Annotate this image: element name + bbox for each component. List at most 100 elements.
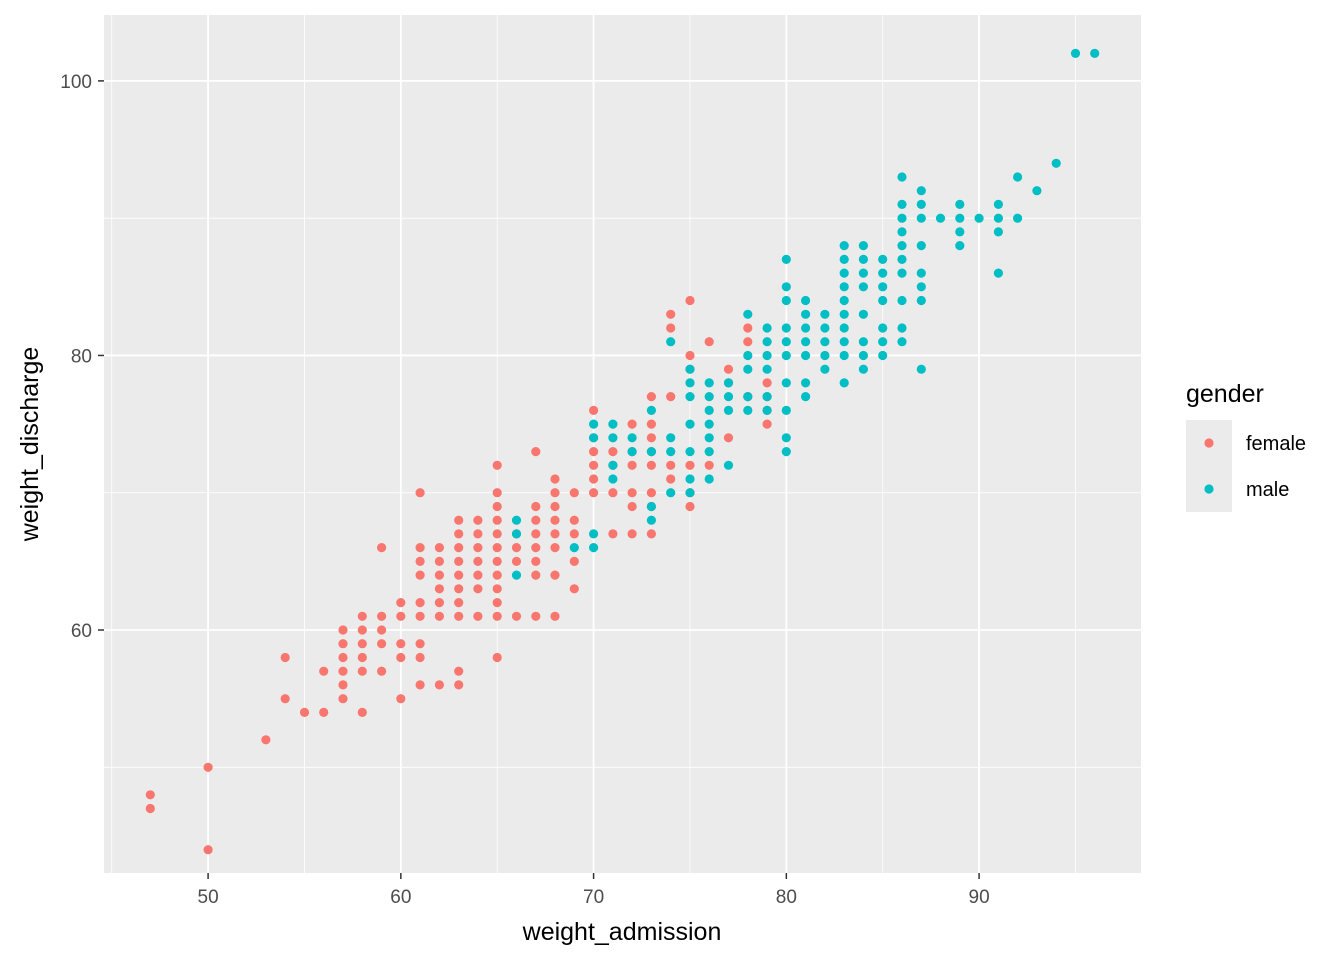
point-male <box>723 405 734 415</box>
point-female <box>473 570 483 580</box>
point-male <box>685 474 695 484</box>
point-female <box>569 584 579 594</box>
point-female <box>415 556 425 567</box>
point-male <box>955 199 965 209</box>
point-female <box>531 570 541 580</box>
point-male <box>897 227 907 237</box>
point-female <box>531 501 541 512</box>
point-male <box>743 364 753 374</box>
point-female <box>589 474 599 484</box>
point-female <box>473 611 483 621</box>
x-axis-ticks: 50 60 70 80 90 <box>198 873 990 908</box>
point-male <box>878 337 888 347</box>
point-male <box>878 323 888 333</box>
point-female <box>531 556 541 567</box>
x-tick-label: 80 <box>776 887 797 908</box>
point-female <box>377 639 387 649</box>
point-male <box>916 199 926 209</box>
point-male <box>743 392 753 402</box>
point-female <box>550 501 560 512</box>
point-female <box>569 529 579 539</box>
point-female <box>415 488 425 498</box>
point-male <box>878 350 888 361</box>
legend-key-point-male <box>1204 484 1214 494</box>
point-female <box>531 447 541 457</box>
point-female <box>203 762 213 772</box>
grid-minor <box>104 15 1141 873</box>
point-male <box>627 433 637 443</box>
point-female <box>492 543 502 553</box>
point-female <box>473 543 483 553</box>
y-axis-title: weight_discharge <box>16 347 44 543</box>
point-female <box>415 652 425 663</box>
point-male <box>723 378 734 388</box>
legend-item-male: male <box>1186 466 1289 512</box>
point-male <box>839 323 849 333</box>
point-female <box>531 515 541 525</box>
point-female <box>357 652 367 663</box>
point-male <box>916 282 926 292</box>
point-male <box>878 268 888 278</box>
point-female <box>627 460 637 470</box>
point-female <box>666 392 676 402</box>
point-female <box>415 570 425 580</box>
point-female <box>627 488 637 498</box>
point-female <box>569 488 579 498</box>
point-male <box>820 309 830 319</box>
point-female <box>473 556 483 567</box>
point-female <box>492 570 502 580</box>
point-female <box>492 501 502 512</box>
point-female <box>511 543 522 553</box>
point-female <box>685 295 695 306</box>
point-male <box>916 268 926 278</box>
point-female <box>531 543 541 553</box>
point-female <box>434 543 444 553</box>
x-tick-label: 90 <box>969 887 990 908</box>
point-female <box>589 447 599 457</box>
point-male <box>589 543 599 553</box>
point-male <box>916 241 926 251</box>
point-male <box>704 433 714 443</box>
point-male <box>608 433 618 443</box>
point-male <box>666 433 676 443</box>
point-female <box>646 488 657 498</box>
point-male <box>589 529 599 539</box>
point-female <box>685 350 695 361</box>
point-male <box>858 337 869 347</box>
point-female <box>492 611 502 621</box>
point-male <box>685 364 695 374</box>
point-male <box>897 295 907 306</box>
point-male <box>762 405 772 415</box>
point-male <box>878 254 888 264</box>
point-female <box>646 433 657 443</box>
point-male <box>916 213 926 223</box>
point-male <box>704 405 714 415</box>
point-male <box>801 295 811 306</box>
point-female <box>646 529 657 539</box>
y-tick-label: 80 <box>71 346 92 367</box>
point-female <box>704 460 714 470</box>
point-female <box>531 529 541 539</box>
point-female <box>377 666 387 676</box>
point-male <box>1090 48 1100 59</box>
point-male <box>685 378 695 388</box>
point-female <box>666 460 676 470</box>
legend-item-female: female <box>1186 420 1306 466</box>
point-male <box>723 392 734 402</box>
point-female <box>473 515 483 525</box>
point-male <box>935 213 946 223</box>
point-female <box>338 694 348 704</box>
point-male <box>781 323 791 333</box>
point-female <box>357 666 367 676</box>
point-female <box>531 611 541 621</box>
legend-key-point-female <box>1204 438 1214 448</box>
point-female <box>377 625 387 635</box>
point-male <box>608 474 618 484</box>
point-male <box>646 501 657 512</box>
legend-label-male: male <box>1246 479 1289 501</box>
point-male <box>820 337 830 347</box>
point-female <box>627 501 637 512</box>
point-male <box>839 309 849 319</box>
point-male <box>916 186 926 196</box>
